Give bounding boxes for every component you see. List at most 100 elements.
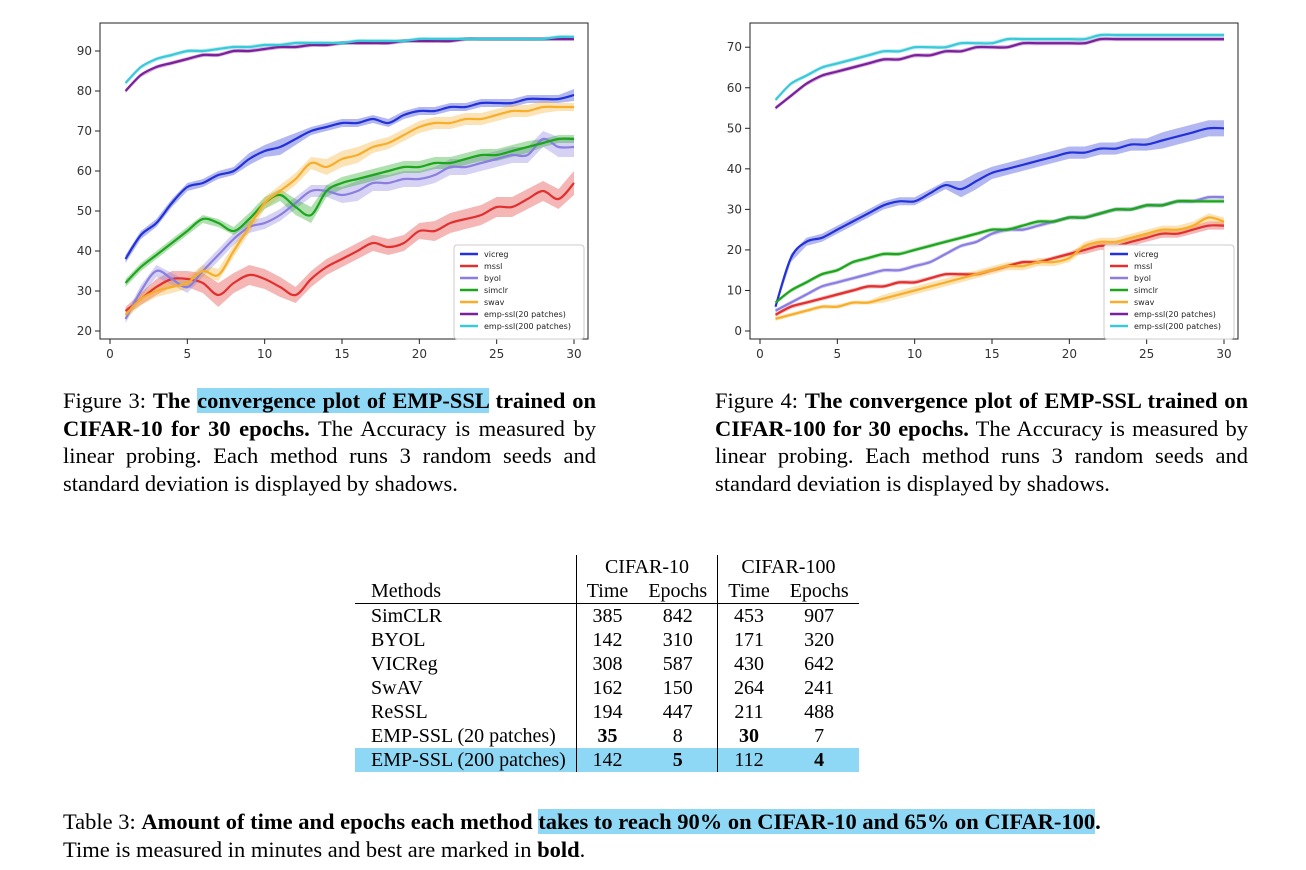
table-header-group-row: CIFAR-10 CIFAR-100 bbox=[355, 555, 859, 579]
table-cell: 308 bbox=[575, 652, 639, 676]
table-header-c100-epochs: Epochs bbox=[789, 580, 849, 602]
table-cell: 8 bbox=[672, 725, 683, 747]
table-cell-method: SimCLR bbox=[355, 603, 577, 628]
c100-y-tick-label: 50 bbox=[727, 121, 742, 135]
table3-caption: Table 3: Amount of time and epochs each … bbox=[63, 808, 1263, 863]
c100-x-tick-label: 30 bbox=[1216, 347, 1231, 361]
c10-series-line-mssl bbox=[124, 182, 575, 312]
cifar100-chart-svg: 0 5 10 15 20 25 30 0 10 20 30 40 50 60 70 vicreg mssl byo… bbox=[727, 22, 1239, 361]
c100-y-tick-label: 20 bbox=[727, 243, 742, 257]
c100-legend-label-vicreg: vicreg bbox=[1134, 250, 1158, 259]
table-cell: 385 bbox=[575, 603, 639, 628]
c10-legend-label-swav: swav bbox=[484, 298, 505, 307]
c10-x-tick-label: 5 bbox=[184, 347, 192, 361]
table-cell-method: BYOL bbox=[371, 629, 426, 651]
cifar10-chart-svg: 0 5 10 15 20 25 30 20 30 40 50 60 70 80 90 vicreg mssl by… bbox=[77, 22, 589, 361]
c100-plot-frame bbox=[749, 22, 1239, 340]
figure4-caption: Figure 4: The convergence plot of EMP-SS… bbox=[715, 387, 1248, 497]
c10-x-tick-label: 30 bbox=[566, 347, 581, 361]
table3-label: Table 3: bbox=[63, 809, 136, 834]
c10-y-tick-label: 60 bbox=[77, 164, 92, 178]
c100-series-line-vicreg bbox=[774, 126, 1225, 308]
table-cell: 264 bbox=[717, 676, 780, 700]
table-cell: 142 bbox=[575, 628, 639, 652]
table-cell: 842 bbox=[638, 603, 718, 628]
table-cell: 171 bbox=[717, 628, 780, 652]
c10-legend-label-emp20: emp-ssl(20 patches) bbox=[484, 310, 566, 319]
c100-series-line-emp200 bbox=[774, 33, 1224, 101]
table-cell-best: 4 bbox=[814, 749, 825, 771]
table3-body: Time is measured in minutes and best are… bbox=[63, 836, 538, 862]
results-table: CIFAR-10 CIFAR-100 Methods Time Epochs T… bbox=[355, 555, 859, 772]
figure4-title: The convergence plot of EMP-SSL trained … bbox=[715, 388, 1249, 441]
c10-y-tick-label: 40 bbox=[77, 244, 92, 258]
c10-legend-box bbox=[453, 244, 585, 340]
c100-legend-label-swav: swav bbox=[1134, 298, 1155, 307]
c100-y-tick-label: 70 bbox=[727, 40, 742, 54]
c100-legend-label-mssl: mssl bbox=[1134, 262, 1152, 271]
table3-body-end: . bbox=[579, 836, 586, 862]
c10-std-band-byol bbox=[125, 131, 574, 323]
table-cell-method: EMP-SSL (200 patches) bbox=[355, 748, 577, 772]
table3-title-dot: . bbox=[1095, 809, 1101, 834]
c10-legend-label-simclr: simclr bbox=[484, 286, 509, 295]
table3-title-highlight: takes to reach 90% on CIFAR-10 and 65% o… bbox=[538, 809, 1096, 834]
figure3-title-pre: The bbox=[152, 388, 198, 413]
c100-y-tick-label: 0 bbox=[734, 324, 742, 338]
table-row: ReSSL 194 447 211 488 bbox=[355, 700, 859, 724]
c100-series-line-simclr bbox=[774, 199, 1224, 304]
table-cell-method: SwAV bbox=[371, 677, 423, 699]
c100-legend-label-simclr: simclr bbox=[1134, 286, 1159, 295]
table-header-row: Methods Time Epochs Time Epochs bbox=[355, 579, 859, 604]
c10-x-tick-label: 20 bbox=[412, 347, 427, 361]
table-cell: 642 bbox=[804, 653, 835, 675]
c10-y-tick-label: 90 bbox=[77, 44, 92, 58]
c100-y-tick-label: 10 bbox=[727, 283, 742, 297]
c10-y-tick-label: 80 bbox=[77, 84, 92, 98]
c100-y-tick-label: 30 bbox=[727, 202, 742, 216]
table-cell: 453 bbox=[717, 603, 780, 628]
table-cell: 447 bbox=[662, 701, 693, 723]
table-cell: 430 bbox=[717, 652, 780, 676]
c100-series-line-emp20 bbox=[774, 37, 1224, 109]
table-header-spacer bbox=[355, 555, 576, 579]
figure3-title-highlight: convergence plot of EMP-SSL bbox=[197, 388, 489, 413]
c100-x-tick-label: 25 bbox=[1139, 347, 1154, 361]
c100-x-tick-label: 5 bbox=[834, 347, 842, 361]
c100-legend-box bbox=[1103, 244, 1235, 340]
c100-legend-label-emp200: emp-ssl(200 patches) bbox=[1134, 322, 1221, 331]
table-group-cifar100: CIFAR-100 bbox=[717, 555, 859, 579]
c10-legend-label-emp200: emp-ssl(200 patches) bbox=[484, 322, 571, 331]
table-cell: 907 bbox=[779, 603, 859, 628]
table-group-cifar10: CIFAR-10 bbox=[575, 555, 718, 579]
table-cell: 35 bbox=[575, 724, 639, 748]
c10-x-tick-label: 15 bbox=[334, 347, 349, 361]
table-cell: 320 bbox=[804, 629, 835, 651]
table-row: BYOL 142 310 171 320 bbox=[355, 628, 859, 652]
table-row: SwAV 162 150 264 241 bbox=[355, 676, 859, 700]
c100-y-tick-label: 40 bbox=[727, 162, 742, 176]
table-cell: 142 bbox=[575, 748, 639, 772]
table3-body-bold: bold bbox=[537, 836, 580, 862]
cifar10-convergence-chart: 0 5 10 15 20 25 30 20 30 40 50 60 70 80 90 vicreg mssl by… bbox=[62, 15, 602, 365]
c10-y-tick-label: 70 bbox=[77, 124, 92, 138]
figure3-title-post: trained on CIFAR-10 for 30 epochs. bbox=[63, 388, 596, 441]
table-cell: 30 bbox=[717, 724, 780, 748]
table-cell: 4 bbox=[779, 748, 859, 772]
table-cell: 112 bbox=[717, 748, 780, 772]
figure3-caption: Figure 3: The convergence plot of EMP-SS… bbox=[63, 387, 596, 497]
table-cell: 5 bbox=[638, 748, 718, 772]
table-cell-best: 35 bbox=[597, 725, 618, 747]
c10-series-line-swav bbox=[124, 105, 574, 316]
figure3-body: The Accuracy is measured by linear probi… bbox=[63, 415, 596, 496]
table-header-methods: Methods bbox=[371, 580, 441, 602]
figure3-label: Figure 3: bbox=[63, 388, 147, 413]
c10-series-line-vicreg bbox=[124, 93, 575, 260]
table-row: EMP-SSL (20 patches) 35 8 30 7 bbox=[355, 724, 859, 748]
table-cell-best: 30 bbox=[738, 725, 759, 747]
figure4-body: The Accuracy is measured by linear probi… bbox=[715, 415, 1248, 496]
c10-y-tick-label: 30 bbox=[77, 284, 92, 298]
table-cell-method: EMP-SSL (20 patches) bbox=[371, 725, 556, 747]
c10-std-band-mssl bbox=[125, 171, 574, 315]
table-cell: 211 bbox=[717, 700, 780, 724]
